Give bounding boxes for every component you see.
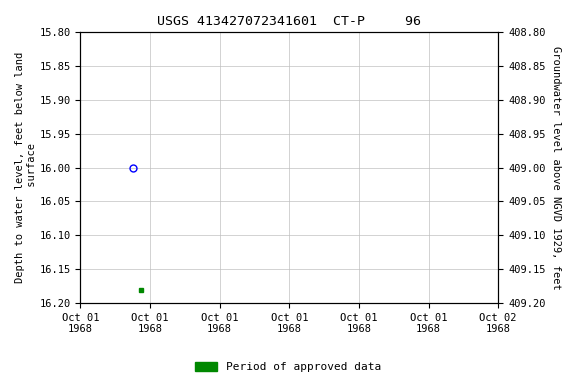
Y-axis label: Groundwater level above NGVD 1929, feet: Groundwater level above NGVD 1929, feet [551, 46, 561, 290]
Y-axis label: Depth to water level, feet below land
 surface: Depth to water level, feet below land su… [15, 52, 37, 283]
Legend: Period of approved data: Period of approved data [191, 357, 385, 377]
Title: USGS 413427072341601  CT-P     96: USGS 413427072341601 CT-P 96 [157, 15, 421, 28]
